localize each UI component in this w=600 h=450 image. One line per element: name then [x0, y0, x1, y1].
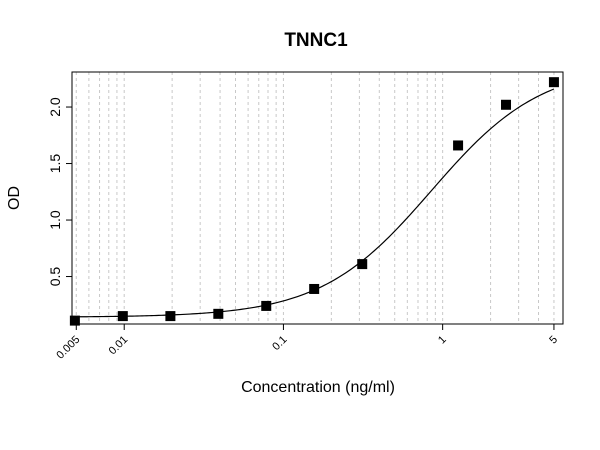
- x-tick-label: 0.1: [270, 334, 289, 353]
- data-point: [261, 300, 272, 311]
- data-point: [69, 315, 80, 326]
- data-point: [548, 77, 559, 88]
- x-tick-label: 5: [547, 334, 560, 347]
- y-axis-label: OD: [6, 186, 23, 210]
- plot-frame: [71, 71, 564, 325]
- fitted-curve: [74, 88, 555, 318]
- data-point: [213, 308, 224, 319]
- data-points: [69, 77, 559, 326]
- y-axis: 0.5 1.0 1.5 2.0: [47, 97, 72, 286]
- x-axis: 0.005 0.01 0.1 1 5: [54, 324, 560, 362]
- data-point: [357, 259, 368, 270]
- y-tick-label: 2.0: [47, 97, 63, 117]
- y-tick-label: 1.0: [47, 210, 63, 230]
- y-tick-label: 0.5: [47, 267, 63, 287]
- x-axis-label: Concentration (ng/ml): [241, 379, 395, 396]
- data-point: [165, 311, 176, 322]
- chart-title: TNNC1: [284, 30, 348, 51]
- x-tick-label: 1: [436, 334, 449, 347]
- data-point: [501, 99, 512, 110]
- data-point: [117, 311, 128, 322]
- x-tick-label: 0.005: [54, 334, 82, 362]
- y-tick-label: 1.5: [47, 154, 63, 174]
- grid: [75, 72, 555, 324]
- x-tick-label: 0.01: [107, 334, 131, 358]
- data-point: [309, 283, 320, 294]
- data-point: [453, 140, 464, 151]
